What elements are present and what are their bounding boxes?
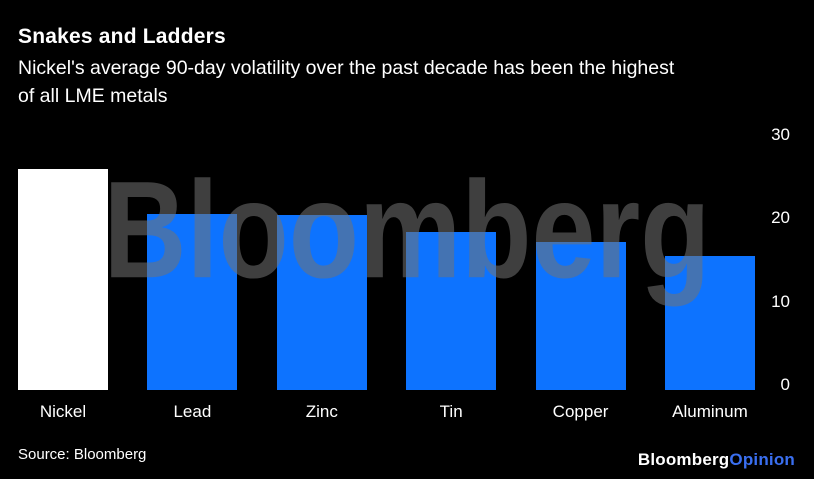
bar-zinc: [276, 215, 367, 390]
bar-copper: [535, 242, 626, 390]
x-label-copper: Copper: [552, 402, 609, 421]
y-tick-30: 30: [771, 125, 790, 144]
x-label-aluminum: Aluminum: [672, 402, 748, 421]
chart-subtitle: Nickel's average 90-day volatility over …: [18, 54, 674, 110]
x-axis-labels: Nickel Lead Zinc Tin Copper Aluminum: [18, 402, 755, 422]
bar-lead: [147, 214, 238, 390]
brand-bloomberg-text: Bloomberg: [637, 450, 730, 469]
bar-aluminum: [664, 256, 755, 390]
x-label-lead: Lead: [173, 402, 212, 421]
bloomberg-opinion-logo: BloombergOpinion: [638, 450, 795, 470]
bar-nickel: [18, 169, 108, 390]
bar-tin: [406, 232, 497, 390]
chart-title: Snakes and Ladders: [18, 25, 226, 48]
brand-opinion-text: Opinion: [729, 450, 795, 469]
x-label-nickel: Nickel: [39, 402, 87, 421]
chart-subtitle-line-2: of all LME metals: [18, 85, 168, 107]
bars-group: [18, 133, 755, 390]
y-tick-20: 20: [771, 208, 790, 228]
plot-area: [18, 133, 755, 390]
y-tick-0: 0: [780, 375, 790, 394]
y-tick-10: 10: [771, 291, 790, 311]
chart-subtitle-line-1: Nickel's average 90-day volatility over …: [18, 57, 675, 79]
x-label-zinc: Zinc: [305, 402, 338, 421]
source-note: Source: Bloomberg: [18, 446, 147, 463]
x-label-tin: Tin: [439, 402, 463, 421]
